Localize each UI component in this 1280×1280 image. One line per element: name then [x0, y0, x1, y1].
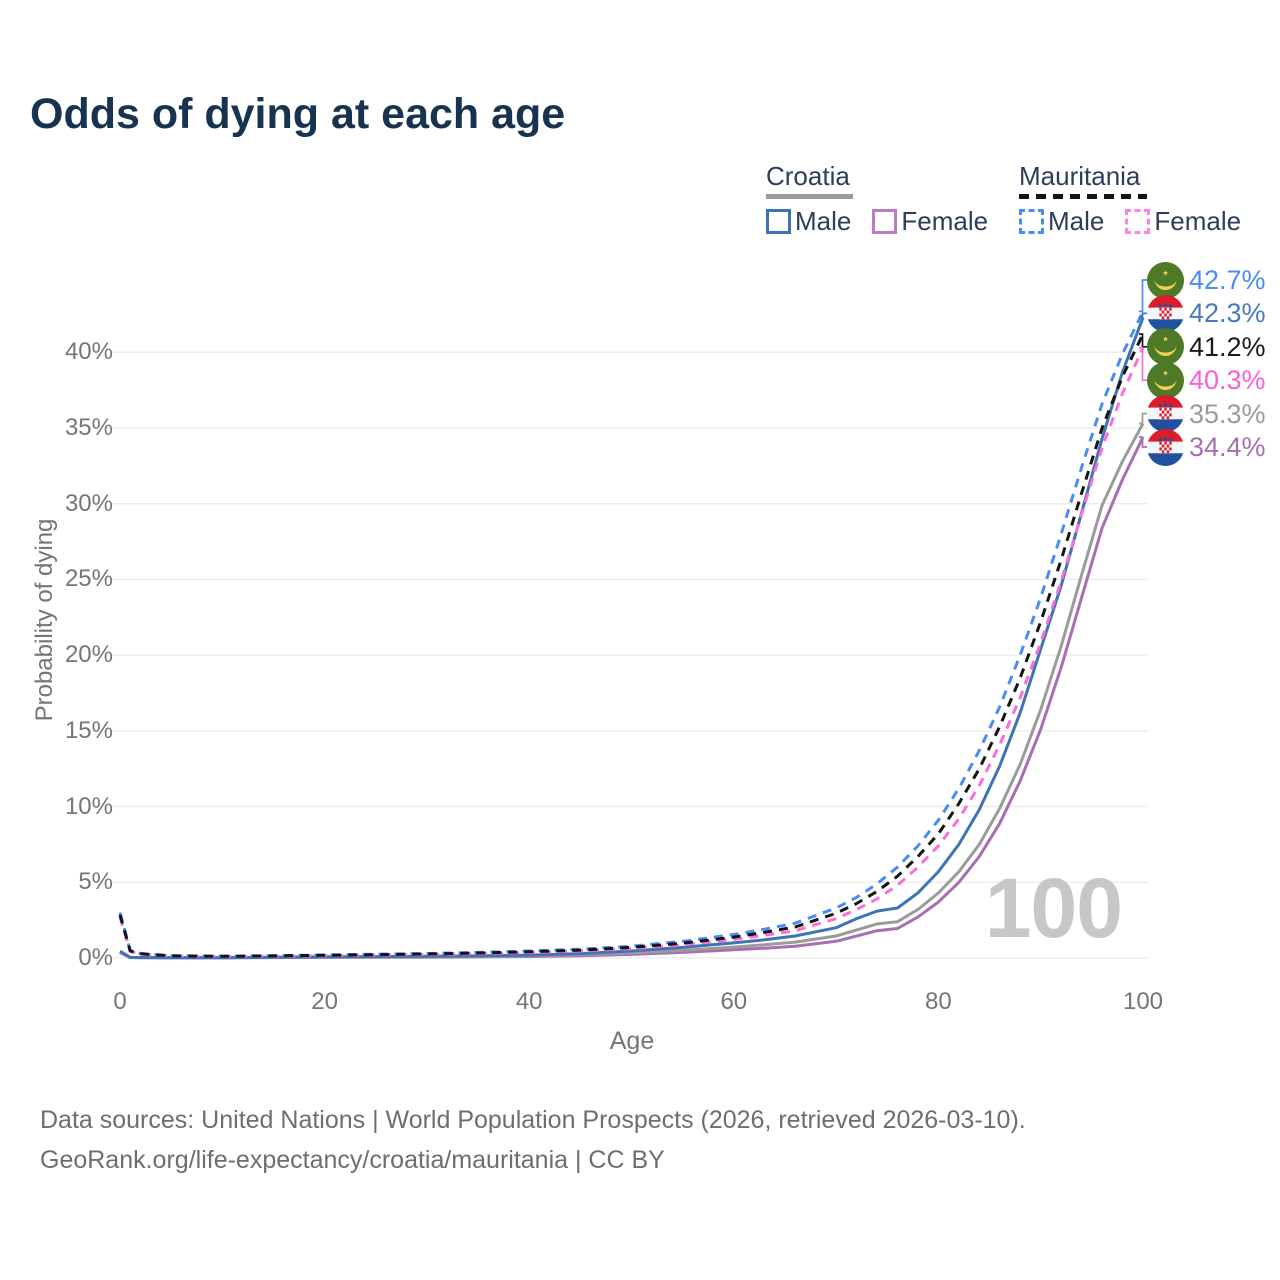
mauritania-flag-icon	[1147, 361, 1184, 399]
legend-country-mauritania: Mauritania	[1019, 161, 1141, 191]
end-label-value: 41.2%	[1189, 331, 1266, 362]
mauritania-male-swatch-icon	[1019, 208, 1044, 234]
legend-country-croatia: Croatia	[766, 161, 850, 191]
croatia-female-swatch-icon	[872, 208, 898, 234]
legend-rule-mauritania	[1019, 194, 1147, 199]
end-label-mauritania-both: 41.2%	[1147, 328, 1266, 366]
age-watermark: 100	[984, 861, 1123, 955]
legend-item-croatia-male[interactable]: Male	[766, 208, 851, 234]
legend-item-croatia-female[interactable]: Female	[872, 208, 988, 234]
y-axis-tick-label: 40%	[64, 338, 113, 366]
leader-line-croatia-both	[1139, 412, 1149, 425]
legend-group-croatia: Croatia Male Female	[766, 162, 988, 234]
leader-line-croatia-male	[1139, 312, 1149, 319]
x-axis-tick-label: 60	[720, 988, 748, 1015]
mauritania-flag-icon	[1147, 328, 1184, 366]
legend-label: Female	[1154, 206, 1242, 236]
croatia-flag-icon	[1147, 294, 1184, 332]
y-axis-tick-label: 25%	[64, 565, 113, 593]
x-axis-tick-label: 20	[311, 988, 338, 1015]
legend-label: Male	[795, 206, 852, 236]
end-label-mauritania-female: 40.3%	[1147, 361, 1266, 399]
croatia-male-swatch-icon	[766, 208, 791, 234]
end-label-value: 35.3%	[1189, 398, 1266, 429]
y-axis-tick-label: 20%	[64, 641, 113, 669]
x-axis-tick-label: 100	[1122, 988, 1164, 1015]
croatia-flag-icon	[1147, 395, 1184, 433]
x-axis-tick-label: 0	[113, 988, 127, 1015]
y-axis-tick-label: 10%	[64, 792, 113, 820]
leader-line-croatia-female	[1139, 436, 1149, 448]
end-label-value: 42.7%	[1189, 265, 1266, 295]
legend-item-mauritania-female[interactable]: Female	[1125, 208, 1241, 234]
end-label-value: 34.4%	[1189, 432, 1266, 462]
y-axis-tick-label: 30%	[64, 489, 113, 517]
data-sources-note: Data sources: United Nations | World Pop…	[40, 1106, 1026, 1134]
leader-line-mauritania-both	[1139, 333, 1149, 348]
legend-label: Female	[901, 206, 989, 236]
y-axis-tick-label: 35%	[64, 413, 113, 441]
legend-item-mauritania-male[interactable]: Male	[1019, 208, 1104, 234]
leader-line-mauritania-female	[1139, 346, 1149, 382]
mauritania-flag-icon	[1147, 261, 1184, 299]
end-label-value: 40.3%	[1189, 365, 1266, 396]
croatia-flag-icon	[1147, 428, 1184, 466]
y-axis-tick-label: 0%	[78, 944, 113, 971]
y-axis-title: Probability of dying	[31, 518, 58, 722]
x-axis-title: Age	[609, 1027, 655, 1055]
leader-line-mauritania-male	[1139, 279, 1149, 313]
legend-label: Male	[1048, 206, 1105, 236]
end-label-croatia-both: 35.3%	[1147, 395, 1266, 433]
mauritania-female-swatch-icon	[1125, 208, 1151, 234]
end-label-mauritania-male: 42.7%	[1147, 261, 1266, 299]
x-axis-tick-label: 80	[925, 988, 952, 1015]
attribution-note: GeoRank.org/life-expectancy/croatia/maur…	[40, 1146, 665, 1174]
x-axis-tick-label: 40	[515, 988, 543, 1015]
end-label-croatia-female: 34.4%	[1147, 428, 1266, 466]
y-axis-tick-label: 5%	[78, 868, 113, 896]
end-label-value: 42.3%	[1189, 298, 1266, 329]
page-title: Odds of dying at each age	[30, 90, 566, 138]
legend-group-mauritania: Mauritania Male Female	[1019, 162, 1241, 234]
end-label-croatia-male: 42.3%	[1147, 294, 1266, 332]
series-line-mauritania-male	[118, 310, 1145, 958]
series-line-mauritania-both	[118, 333, 1145, 958]
legend-rule-croatia	[766, 194, 853, 199]
y-axis-tick-label: 15%	[64, 716, 113, 744]
